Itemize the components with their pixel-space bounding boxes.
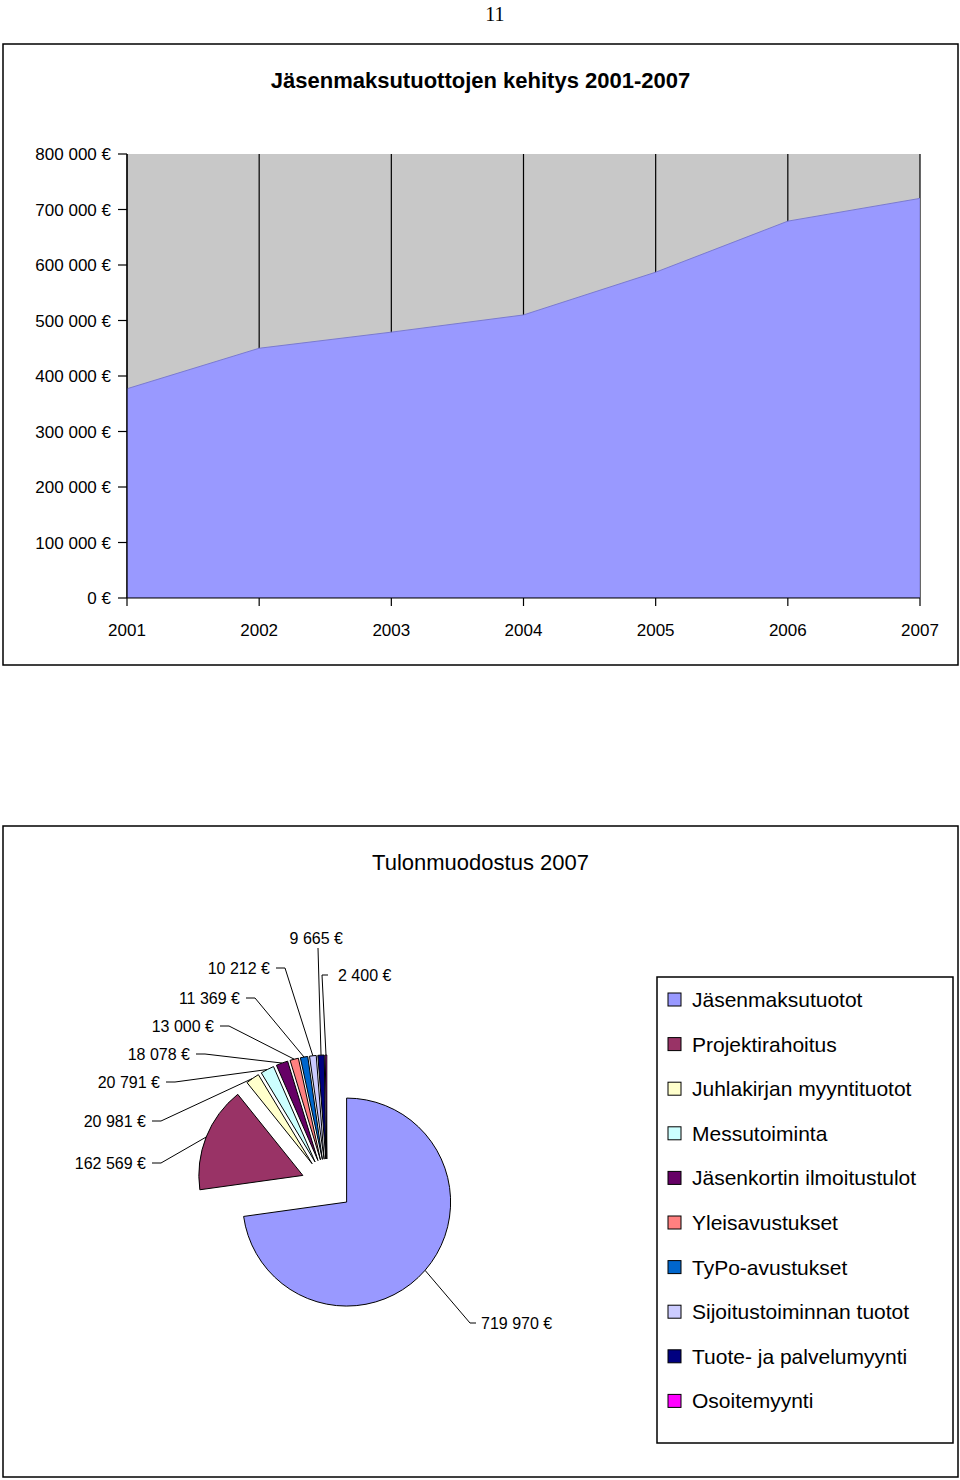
y-tick — [118, 486, 127, 487]
leader-line — [166, 1070, 267, 1082]
area — [127, 198, 920, 598]
data-label: 11 369 € — [179, 990, 240, 1007]
page-number: 11 — [485, 3, 504, 25]
chart-0: Jäsenmaksutuottojen kehitys 2001-2007 0 €… — [3, 44, 958, 665]
leader-line — [152, 1137, 206, 1163]
legend-swatch — [668, 1394, 681, 1407]
legend-swatch — [668, 1350, 681, 1363]
legend-swatch — [668, 1261, 681, 1274]
x-tick-label: 2004 — [505, 621, 543, 640]
data-label: 10 212 € — [208, 960, 270, 977]
data-label: 20 981 € — [84, 1113, 146, 1130]
leader-line — [425, 1270, 476, 1323]
legend-swatch — [668, 1127, 681, 1140]
legend-label: TyPo-avustukset — [692, 1256, 847, 1279]
chart-1: Tulonmuodostus 2007 719 970 € 162 569 € 20 … — [3, 826, 958, 1477]
data-label: 2 400 € — [338, 967, 391, 984]
chart-frame — [3, 44, 958, 665]
legend-swatch — [668, 1216, 681, 1229]
leader-line — [318, 948, 321, 1055]
legend-swatch — [668, 1038, 681, 1051]
legend-swatch — [668, 1171, 681, 1184]
y-tick — [118, 209, 127, 210]
legend-label: Jäsenmaksutuotot — [692, 988, 863, 1011]
legend: Jäsenmaksutuotot Projektirahoitus Juhlakir… — [657, 977, 953, 1443]
pie-slice — [318, 1055, 326, 1159]
data-label: 719 970 € — [481, 1315, 552, 1332]
y-tick — [118, 264, 127, 265]
data-label: 9 665 € — [290, 930, 343, 947]
legend-swatch — [668, 1305, 681, 1318]
y-tick — [118, 597, 127, 598]
legend-label: Tuote- ja palvelumyynti — [692, 1345, 907, 1368]
leader-line — [152, 1078, 253, 1121]
y-tick-label: 100 000 € — [35, 534, 111, 553]
chart-title: Jäsenmaksutuottojen kehitys 2001-2007 — [271, 68, 690, 93]
legend-label: Yleisavustukset — [692, 1211, 838, 1234]
legend-swatch — [668, 1082, 681, 1095]
leader-line — [276, 968, 313, 1056]
legend-label: Projektirahoitus — [692, 1033, 837, 1056]
pie-slice — [244, 1098, 451, 1306]
legend-label: Osoitemyynti — [692, 1389, 813, 1412]
pie-slice — [325, 1055, 327, 1159]
x-tick-label: 2002 — [240, 621, 278, 640]
leader-line — [196, 1054, 282, 1063]
chart-title: Tulonmuodostus 2007 — [372, 850, 589, 875]
x-tick-label: 2003 — [372, 621, 410, 640]
legend-swatch — [668, 993, 681, 1006]
legend-label: Messutoiminta — [692, 1122, 828, 1145]
data-area — [127, 198, 920, 598]
x-tick — [259, 598, 260, 606]
y-tick-label: 700 000 € — [35, 201, 111, 220]
y-tick — [118, 542, 127, 543]
y-tick-label: 0 € — [87, 589, 111, 608]
data-label: 20 791 € — [98, 1074, 160, 1091]
y-tick-label: 400 000 € — [35, 367, 111, 386]
x-tick-label: 2001 — [108, 621, 146, 640]
y-tick — [118, 320, 127, 321]
x-tick — [919, 598, 920, 606]
x-tick-label: 2005 — [637, 621, 675, 640]
leader-line — [246, 998, 304, 1057]
x-tick-label: 2006 — [769, 621, 807, 640]
plot-background — [127, 154, 920, 598]
data-label: 162 569 € — [75, 1155, 146, 1172]
leader-line — [220, 1026, 294, 1059]
y-tick — [118, 375, 127, 376]
y-tick — [118, 153, 127, 154]
y-tick-label: 800 000 € — [35, 145, 111, 164]
y-tick-label: 500 000 € — [35, 312, 111, 331]
legend-box — [657, 977, 953, 1443]
y-tick-label: 200 000 € — [35, 478, 111, 497]
x-tick-label: 2007 — [901, 621, 939, 640]
legend-label: Jäsenkortin ilmoitustulot — [692, 1166, 916, 1189]
y-tick-label: 300 000 € — [35, 423, 111, 442]
x-tick — [391, 598, 392, 606]
x-tick — [523, 598, 524, 606]
x-tick — [787, 598, 788, 606]
data-label: 13 000 € — [152, 1018, 214, 1035]
page: 11 Jäsenmaksutuottojen kehitys 2001-2007 0… — [0, 0, 960, 1480]
leader-line — [322, 975, 328, 1055]
pie — [199, 1055, 451, 1306]
legend-label: Juhlakirjan myyntituotot — [692, 1077, 912, 1100]
legend-label: Sijoitustoiminnan tuotot — [692, 1300, 909, 1323]
data-label: 18 078 € — [128, 1046, 190, 1063]
data-labels: 719 970 € 162 569 € 20 981 € 20 791 € 18 078… — [75, 930, 552, 1332]
y-tick — [118, 431, 127, 432]
y-tick-label: 600 000 € — [35, 256, 111, 275]
x-tick — [126, 598, 127, 606]
x-tick — [655, 598, 656, 606]
chart-frame — [3, 826, 958, 1477]
